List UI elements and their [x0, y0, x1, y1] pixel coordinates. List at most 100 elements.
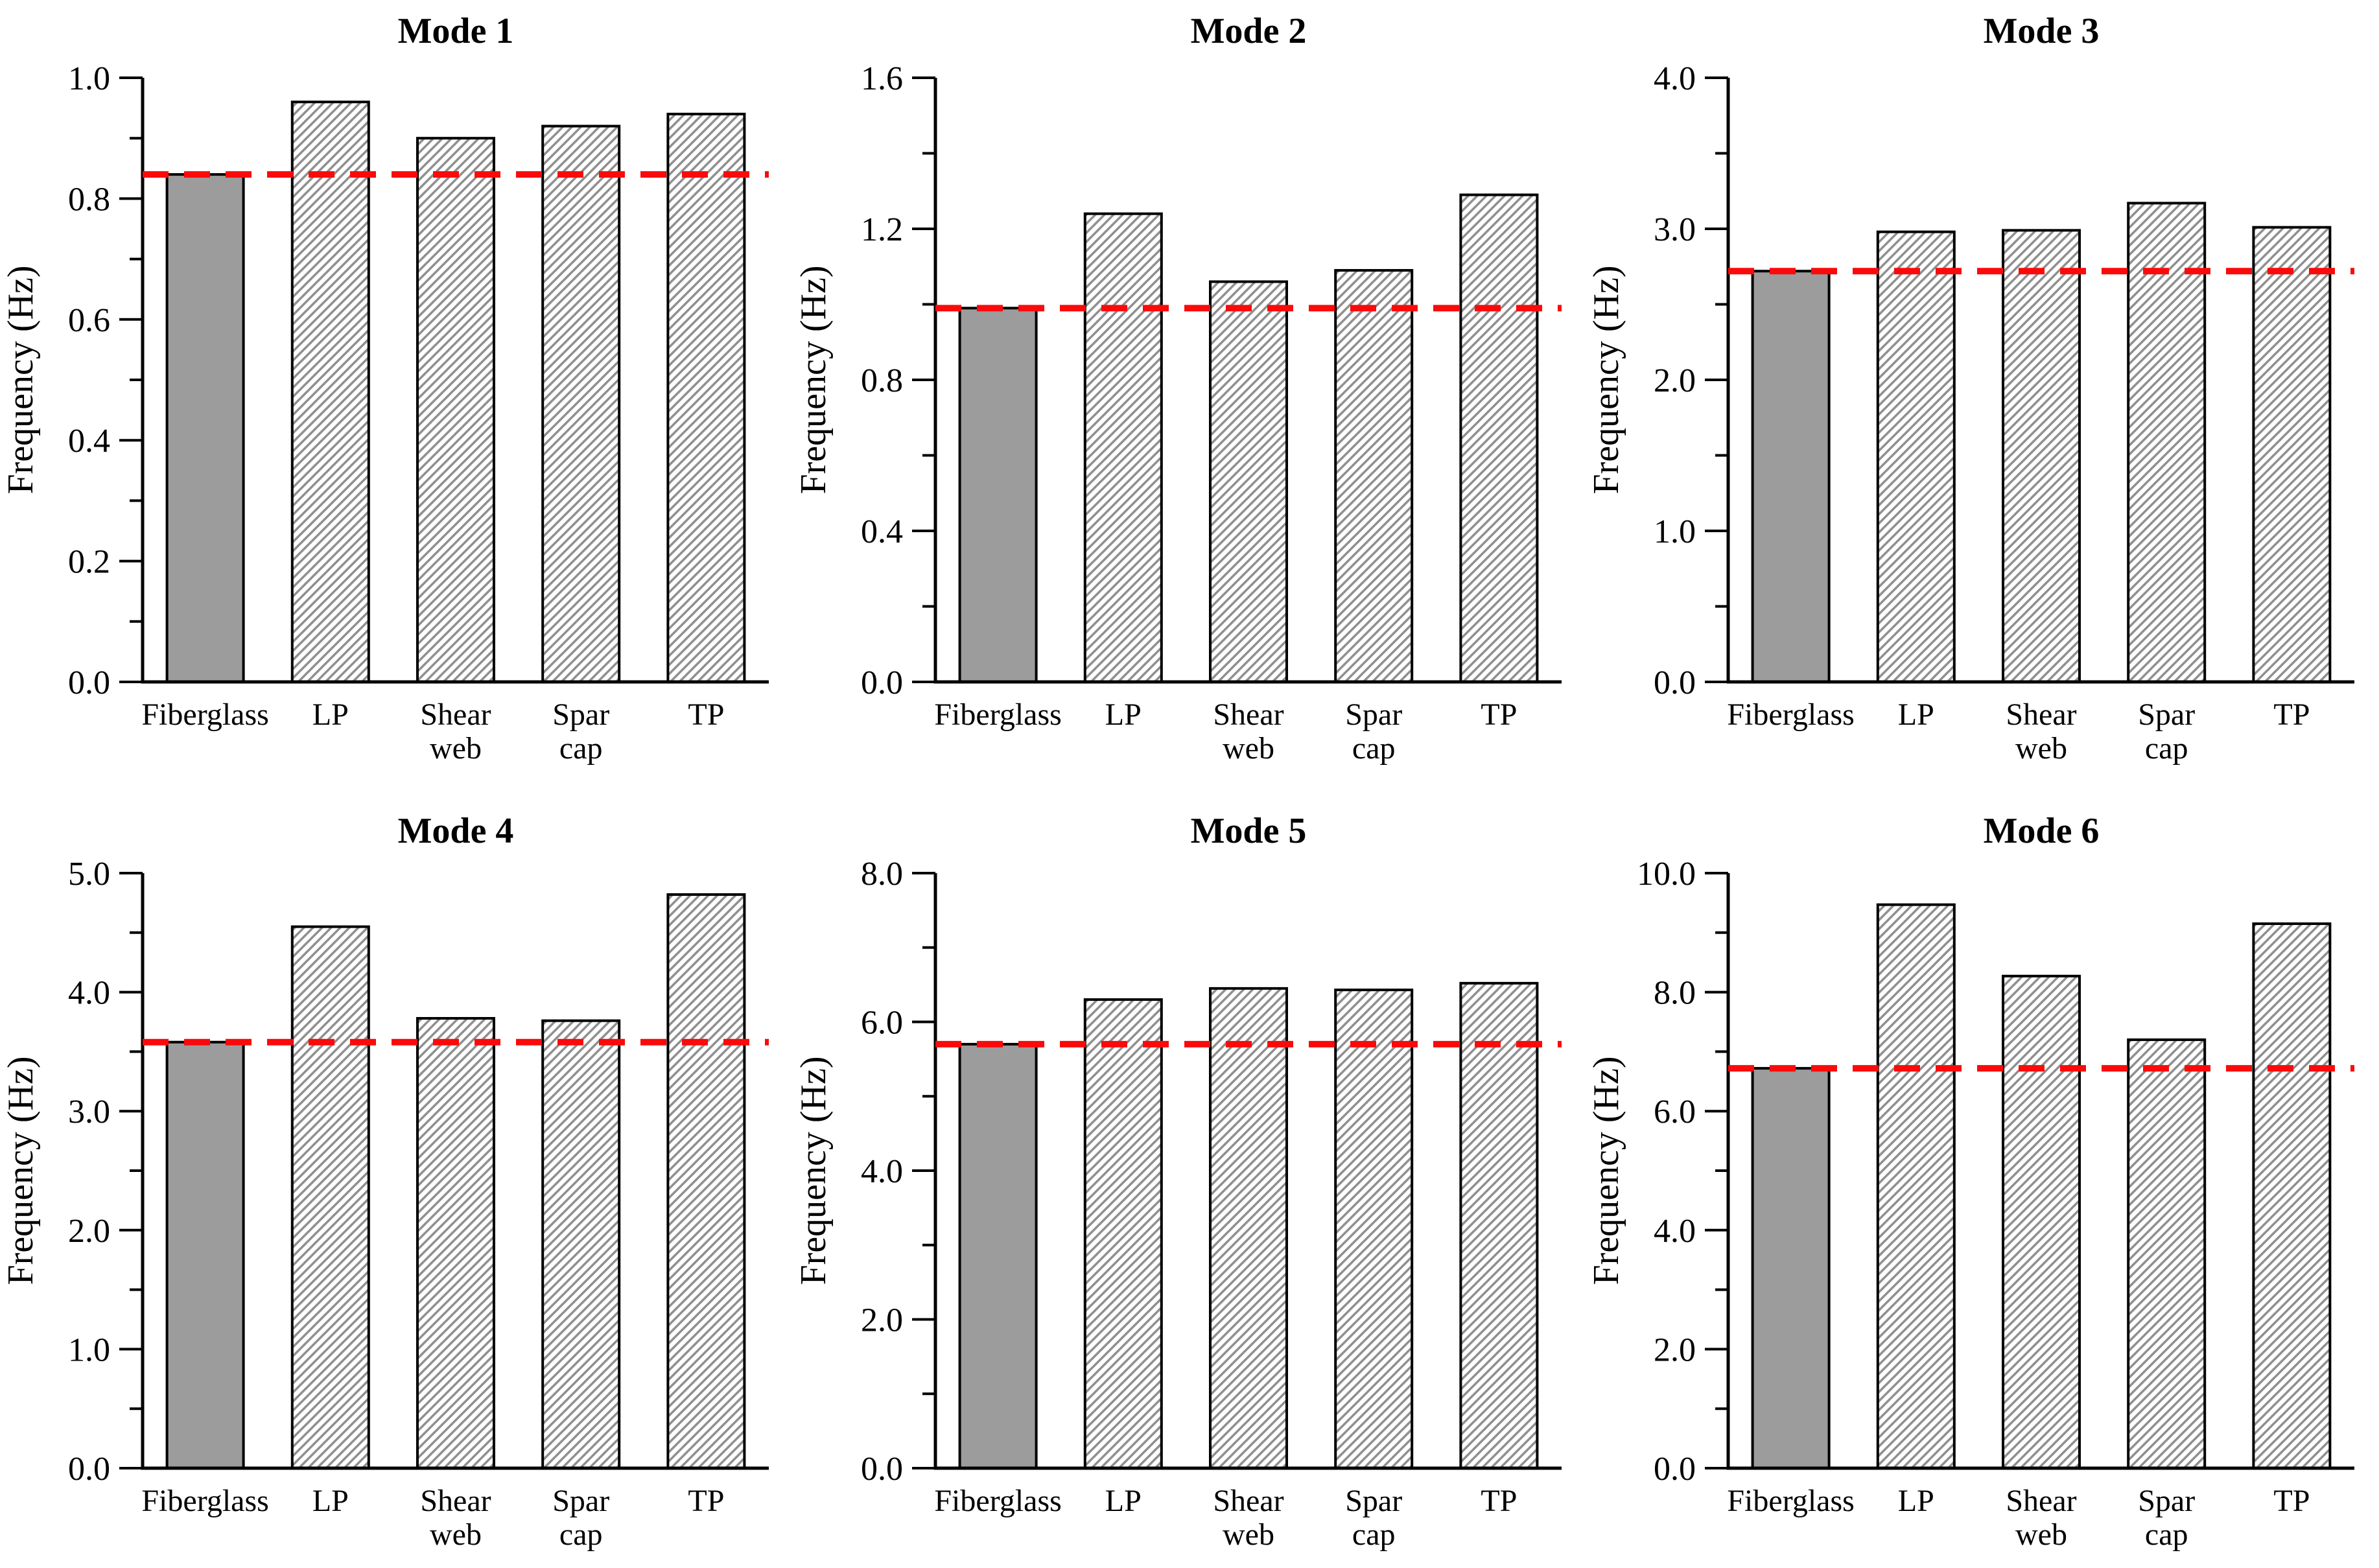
y-tick-label: 4.0	[1654, 1213, 1696, 1250]
y-tick-label: 0.0	[861, 1451, 903, 1488]
bar-shear-web	[2002, 974, 2081, 1469]
bar-spar-cap	[1334, 269, 1414, 683]
bar-tp	[1459, 981, 1539, 1469]
y-tick-label: 2.0	[1654, 1331, 1696, 1368]
y-tick-label: 3.0	[1654, 211, 1696, 248]
bar-fiberglass	[1751, 1067, 1831, 1469]
x-category-label: LP	[1105, 697, 1142, 732]
chart-title: Mode 5	[1191, 811, 1307, 851]
x-category-label: LP	[1105, 1484, 1142, 1518]
y-tick-label: 3.0	[68, 1094, 110, 1130]
x-category-label: Spar	[2138, 697, 2195, 732]
y-tick-label: 0.0	[1654, 1451, 1696, 1488]
x-category-label: web	[2015, 1517, 2067, 1552]
bar-lp	[290, 100, 370, 683]
y-tick-label: 0.0	[861, 664, 903, 701]
bar-tp	[666, 893, 746, 1470]
y-tick-label: 1.2	[861, 211, 903, 248]
y-tick-label: 4.0	[861, 1153, 903, 1190]
x-category-label: web	[430, 731, 482, 766]
bar-lp	[290, 925, 370, 1469]
y-tick-label: 0.8	[68, 181, 110, 218]
y-tick-label: 1.0	[68, 1331, 110, 1368]
chart-title: Mode 4	[398, 811, 514, 851]
x-category-label: web	[1223, 731, 1274, 766]
y-tick-label: 0.4	[68, 423, 110, 460]
y-tick-label: 0.0	[1654, 664, 1696, 701]
x-category-label: Shear	[1213, 697, 1283, 732]
bar-tp	[2252, 226, 2332, 684]
bar-lp	[1083, 212, 1163, 683]
x-category-label: LP	[312, 1484, 349, 1518]
y-tick-label: 0.2	[68, 544, 110, 581]
x-category-label: Fiberglass	[1727, 1484, 1854, 1518]
bar-spar-cap	[2127, 202, 2207, 683]
chart-mode-4: Mode 4 Frequency (Hz) Fiberglass LP Shearweb…	[1, 811, 769, 1552]
x-category-label: TP	[1481, 1484, 1517, 1518]
bar-spar-cap	[1334, 989, 1414, 1470]
y-tick-label: 0.6	[68, 302, 110, 339]
x-category-label: Fiberglass	[934, 697, 1061, 732]
x-category-label: web	[1223, 1517, 1274, 1552]
x-category-label: Spar	[2138, 1484, 2195, 1518]
x-category-label: web	[430, 1517, 482, 1552]
bar-shear-web	[2002, 229, 2081, 683]
chart-title: Mode 2	[1191, 11, 1307, 51]
x-category-label: TP	[2273, 697, 2310, 732]
bar-spar-cap	[2127, 1038, 2207, 1470]
bar-shear-web	[416, 137, 495, 683]
y-tick-label: 1.0	[68, 60, 110, 97]
chart-title: Mode 3	[1984, 11, 2100, 51]
x-category-label: TP	[2273, 1484, 2310, 1518]
x-category-label: Shear	[420, 697, 491, 732]
x-category-label: TP	[688, 1484, 724, 1518]
bar-tp	[2252, 922, 2332, 1469]
y-tick-label: 0.0	[68, 1451, 110, 1488]
x-category-label: cap	[2145, 731, 2188, 766]
chart-mode-6: Mode 6 Frequency (Hz) Fiberglass LP Shearweb…	[1586, 811, 2354, 1552]
y-tick-label: 5.0	[68, 856, 110, 893]
bar-spar-cap	[541, 1019, 621, 1469]
x-category-label: Spar	[1345, 697, 1402, 732]
x-category-label: cap	[559, 731, 603, 766]
y-axis-label: Frequency (Hz)	[1, 266, 41, 495]
bar-tp	[1459, 193, 1539, 683]
x-category-label: cap	[1352, 731, 1396, 766]
x-category-label: web	[2015, 731, 2067, 766]
chart-title: Mode 1	[398, 11, 514, 51]
bar-lp	[1083, 998, 1163, 1469]
bar-fiberglass	[958, 1042, 1038, 1469]
bar-fiberglass	[958, 307, 1038, 683]
bar-fiberglass	[165, 1040, 245, 1470]
x-category-label: cap	[2145, 1517, 2188, 1552]
panel-mode-4: Mode 4 Frequency (Hz) Fiberglass LP Shear web…	[0, 778, 793, 1568]
y-tick-label: 1.6	[861, 60, 903, 97]
chart-mode-1: Mode 1 Frequency (Hz) Fiberglass LP Shearweb…	[1, 11, 769, 766]
y-tick-label: 6.0	[861, 1005, 903, 1042]
x-category-label: TP	[688, 697, 724, 732]
x-category-label: Fiberglass	[1727, 697, 1854, 732]
x-category-label: LP	[1898, 1484, 1934, 1518]
panel-mode-6: Mode 6 Frequency (Hz) Fiberglass LP Shear web…	[1586, 778, 2378, 1568]
panel-mode-1: Mode 1 Frequency (Hz) Fiberglass LP Shear web…	[0, 0, 793, 778]
y-axis-label: Frequency (Hz)	[793, 266, 834, 495]
y-tick-label: 10.0	[1637, 856, 1696, 893]
bar-tp	[666, 112, 746, 684]
x-category-label: cap	[559, 1517, 603, 1552]
bar-shear-web	[416, 1016, 495, 1469]
y-tick-label: 4.0	[1654, 60, 1696, 97]
y-axis-label: Frequency (Hz)	[1586, 266, 1626, 495]
bar-fiberglass	[1751, 270, 1831, 683]
y-axis-label: Frequency (Hz)	[793, 1057, 834, 1285]
y-tick-label: 6.0	[1654, 1094, 1696, 1130]
x-category-label: LP	[1898, 697, 1934, 732]
bar-spar-cap	[541, 124, 621, 683]
chart-mode-5: Mode 5 Frequency (Hz) Fiberglass LP Shearweb…	[793, 811, 1562, 1552]
y-tick-label: 2.0	[1654, 362, 1696, 399]
x-category-label: Spar	[552, 697, 609, 732]
bar-shear-web	[1209, 280, 1288, 683]
y-tick-label: 0.8	[861, 362, 903, 399]
y-axis-label: Frequency (Hz)	[1586, 1057, 1626, 1285]
y-tick-label: 8.0	[861, 856, 903, 893]
